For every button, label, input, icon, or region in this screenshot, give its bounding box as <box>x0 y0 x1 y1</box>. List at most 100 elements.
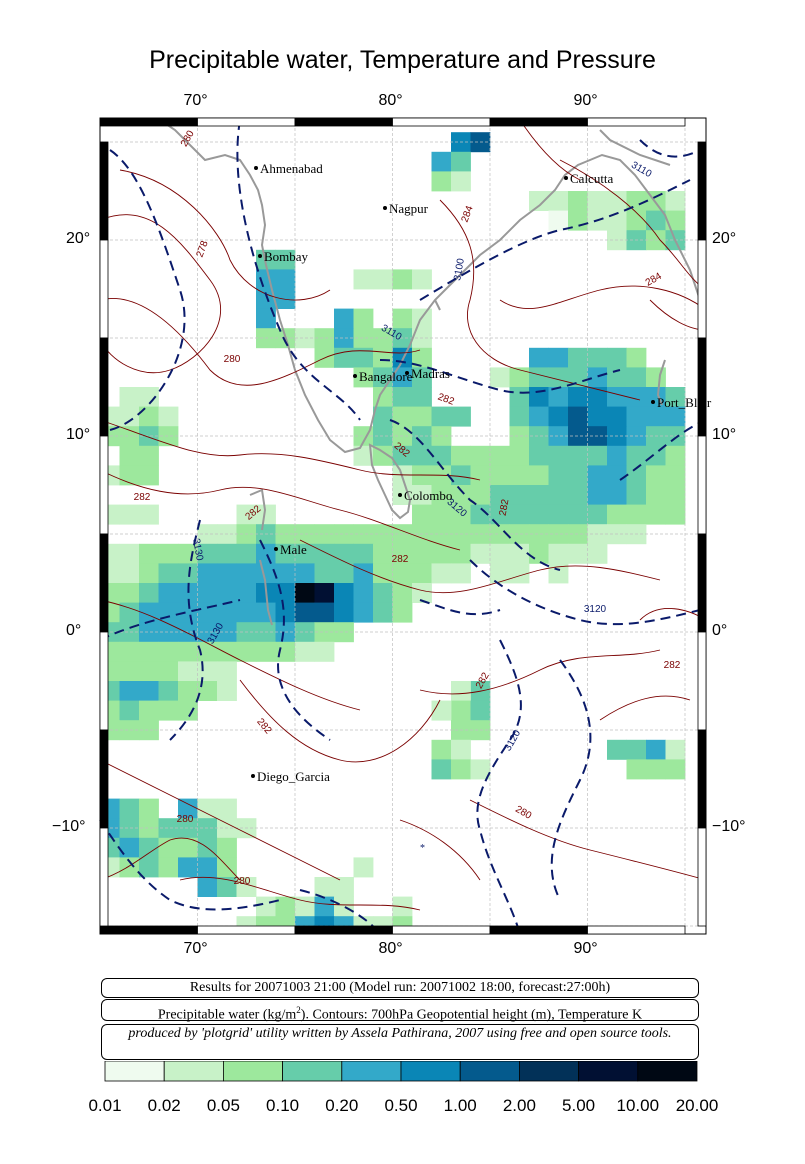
pw-cell <box>353 445 374 466</box>
pw-cell <box>431 171 452 192</box>
pw-cell <box>665 387 686 407</box>
pw-cell <box>119 837 140 858</box>
pw-cell <box>607 347 627 368</box>
pw-cell <box>665 485 686 505</box>
temperature-contour-line <box>99 837 241 881</box>
pw-cell <box>217 681 237 701</box>
pw-cell <box>158 818 179 839</box>
pw-cell <box>451 563 471 584</box>
pw-cell <box>607 445 627 466</box>
pw-cell <box>607 739 627 760</box>
pw-cell <box>139 681 159 701</box>
frame-tick-top <box>392 117 491 127</box>
frame-tick-right <box>697 533 707 633</box>
pressure-contour-line <box>419 599 501 616</box>
lon-tick-label-top: 70° <box>183 92 208 109</box>
frame-tick-right <box>697 435 707 535</box>
place-label: Calcutta <box>570 171 614 186</box>
temperature-contour-label: 278 <box>195 239 211 259</box>
lat-tick-label-right: 20° <box>712 230 737 247</box>
pw-cell <box>295 563 315 584</box>
pw-cell <box>158 681 179 701</box>
place-label: Nagpur <box>389 201 429 216</box>
pw-cell <box>158 583 179 603</box>
pw-cell <box>490 445 510 466</box>
pw-cell <box>529 445 549 466</box>
temperature-contour-line <box>239 679 441 763</box>
pw-cell <box>295 583 315 603</box>
frame-tick-left <box>99 533 109 633</box>
pw-cell <box>587 445 608 466</box>
pw-cell <box>256 641 276 662</box>
temperature-contour-line <box>469 799 707 881</box>
frame-tick-bottom <box>99 925 198 935</box>
credits-text: produced by 'plotgrid' utility written b… <box>128 1026 672 1041</box>
pw-cell <box>334 308 354 329</box>
pw-cell <box>548 485 569 505</box>
pw-cell <box>626 485 647 505</box>
pw-cell <box>197 681 218 701</box>
place-label: Male <box>280 542 307 557</box>
pw-cell <box>665 465 686 486</box>
pw-cell <box>490 367 510 388</box>
temperature-contours <box>99 119 707 911</box>
temperature-contour-label: 282 <box>134 492 151 503</box>
pw-cell <box>431 759 452 780</box>
pw-cell <box>392 563 413 584</box>
pw-cell <box>158 641 179 662</box>
pw-cell <box>646 367 666 388</box>
frame-tick-right <box>697 239 707 339</box>
pw-cell <box>119 818 140 839</box>
pw-cell <box>334 602 354 623</box>
pw-cell <box>607 191 627 211</box>
pw-cell <box>275 896 296 917</box>
coastline-segment <box>599 129 671 166</box>
pw-cell <box>353 602 374 623</box>
pw-cell <box>314 896 335 917</box>
pw-cell <box>353 269 374 290</box>
pw-cell <box>158 857 179 878</box>
pw-cell <box>217 661 237 682</box>
pressure-contour-line <box>389 419 561 571</box>
pw-cell <box>139 445 159 466</box>
pw-cell <box>529 347 549 368</box>
temperature-contour-label: 280 <box>177 814 194 825</box>
place-label: Madras <box>411 366 450 381</box>
pw-cell <box>314 641 335 662</box>
pw-cell <box>256 504 276 525</box>
pw-cell <box>178 602 198 623</box>
pw-cell <box>392 308 413 329</box>
frame-tick-top <box>197 117 296 127</box>
pw-cell <box>275 269 296 290</box>
temperature-contour-line <box>99 469 461 551</box>
colorbar-label: 10.00 <box>616 1096 660 1115</box>
frame-tick-top <box>489 117 588 127</box>
pw-cell <box>139 700 159 721</box>
pw-cell <box>587 367 608 388</box>
pw-cell <box>373 347 393 368</box>
pw-cell <box>217 877 237 897</box>
pw-cell <box>392 387 413 407</box>
pw-cell <box>607 387 627 407</box>
pw-cell <box>119 504 140 525</box>
pw-cell <box>275 543 296 564</box>
pressure-contour-label: 3120 <box>584 604 607 615</box>
colorbar-label: 0.05 <box>206 1096 240 1115</box>
colorbar-segment <box>163 1061 224 1082</box>
pw-cell <box>314 524 335 545</box>
pw-cell <box>158 661 179 682</box>
pw-cell <box>334 543 354 564</box>
pw-cell <box>373 445 393 466</box>
pw-cell <box>587 406 608 427</box>
place-dot <box>383 206 387 210</box>
pw-cell <box>607 504 627 525</box>
pw-cell <box>119 406 140 427</box>
pw-cell <box>334 622 354 643</box>
place-dot <box>274 547 278 551</box>
pw-cell <box>568 367 588 388</box>
credits-box: produced by 'plotgrid' utility written b… <box>101 1024 699 1060</box>
frame-tick-left <box>99 827 109 927</box>
lat-tick-label-right: 10° <box>712 426 737 443</box>
temperature-contour-label: 282 <box>392 554 409 565</box>
frame-tick-bottom <box>197 925 296 935</box>
